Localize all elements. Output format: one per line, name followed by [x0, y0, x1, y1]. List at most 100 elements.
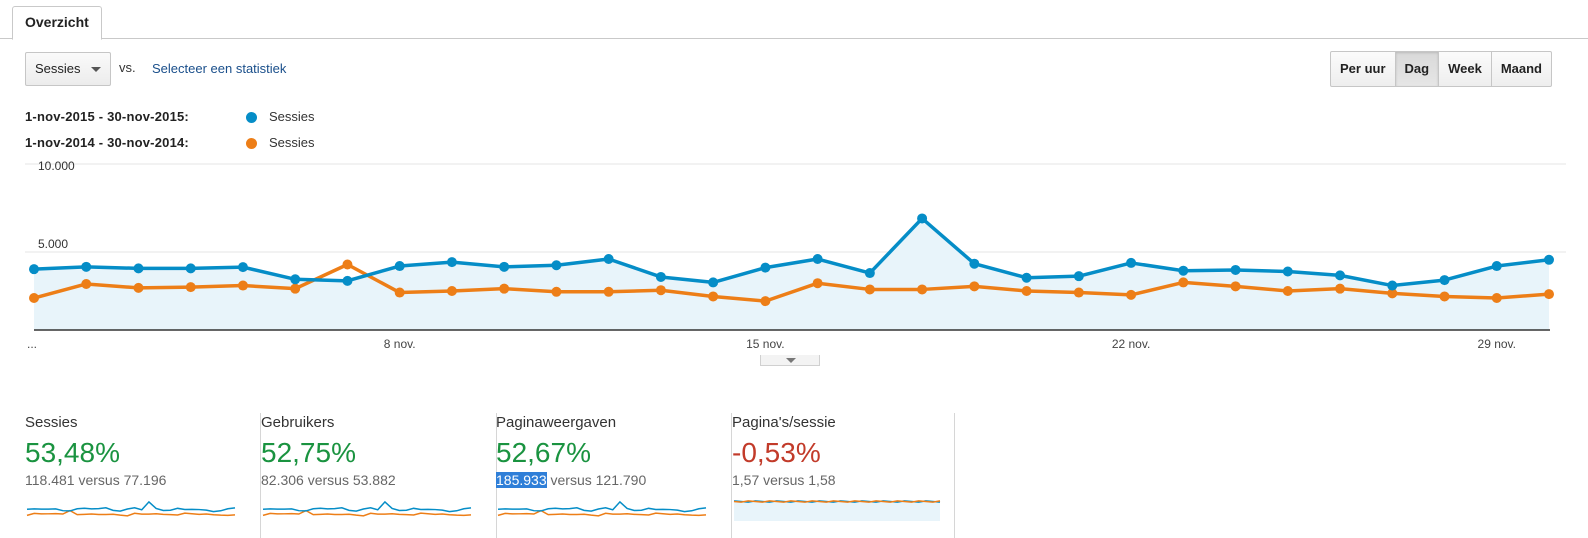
- period-month-button[interactable]: Maand: [1490, 51, 1552, 87]
- data-point-current: [760, 262, 771, 273]
- metric-change: 52,75%: [261, 437, 356, 468]
- data-point-previous: [551, 286, 562, 297]
- sparkline-previous: [733, 500, 941, 503]
- data-point-previous: [29, 293, 39, 304]
- data-point-previous: [1544, 289, 1554, 300]
- tab-bar: Overzicht: [0, 0, 1588, 40]
- data-point-previous: [342, 259, 353, 270]
- series-line-current: [33, 216, 1550, 288]
- data-point-current: [446, 257, 457, 268]
- metric-card-gebruikers: Gebruikers 52,75% 82.306 versus 53.882: [261, 413, 497, 538]
- metric-card-paginaweergaven: Paginaweergaven 52,67% 185.933 versus 12…: [496, 413, 732, 538]
- data-point-current: [237, 262, 248, 273]
- data-point-previous: [1491, 293, 1502, 304]
- data-point-current: [969, 258, 980, 269]
- x-tick-label: 15 nov.: [746, 337, 784, 351]
- data-point-previous: [1439, 291, 1450, 302]
- metric-sparkline: [26, 500, 236, 517]
- data-point-previous: [708, 291, 719, 302]
- data-point-current: [499, 261, 510, 272]
- x-tick-label: ...: [27, 337, 37, 351]
- metric-current: 185.933: [496, 472, 547, 488]
- sparkline-previous: [497, 509, 707, 517]
- data-point-current: [290, 274, 301, 285]
- metric-current: 118.481: [25, 472, 75, 488]
- x-tick-label: 22 nov.: [1112, 337, 1150, 351]
- sparkline-current: [497, 500, 707, 513]
- metric-previous: 1,58: [808, 472, 836, 488]
- metric-sparkline: [497, 500, 707, 517]
- data-point-previous: [1021, 286, 1032, 296]
- data-point-current: [1387, 280, 1398, 291]
- data-point-previous: [603, 286, 614, 297]
- vs-label: vs.: [119, 60, 136, 75]
- metric-sparkline: [262, 500, 472, 517]
- data-point-previous: [237, 280, 248, 291]
- legend-series-previous: Sessies: [269, 135, 315, 150]
- metric-card-sessies: Sessies 53,48% 118.481 versus 77.196: [25, 413, 261, 538]
- metric-select[interactable]: Sessies: [25, 52, 111, 86]
- data-point-previous: [1230, 281, 1241, 292]
- sparkline-previous: [262, 509, 472, 517]
- data-point-current: [81, 261, 92, 272]
- data-point-previous: [1335, 283, 1346, 294]
- legend-range-previous: 1-nov-2014 - 30-nov-2014:: [25, 135, 189, 150]
- data-point-current: [29, 264, 39, 275]
- data-point-previous: [1282, 286, 1293, 296]
- metric-current: 1,57: [732, 472, 760, 488]
- data-point-current: [1544, 254, 1554, 265]
- period-hour-button[interactable]: Per uur: [1330, 51, 1396, 87]
- data-point-current: [812, 254, 823, 265]
- period-day-button[interactable]: Dag: [1394, 51, 1440, 87]
- series-area-current: [34, 218, 1549, 330]
- select-statistic-link[interactable]: Selecteer een statistiek: [152, 61, 287, 76]
- data-point-current: [1126, 257, 1137, 268]
- data-point-previous: [1178, 277, 1189, 288]
- data-point-current: [603, 254, 614, 265]
- sparkline-previous: [26, 509, 236, 517]
- chart-resize-handle[interactable]: [760, 355, 820, 366]
- data-point-current: [1282, 266, 1293, 277]
- data-point-previous: [864, 284, 875, 295]
- data-point-current: [551, 260, 562, 271]
- metric-change: 53,48%: [25, 437, 120, 468]
- data-point-current: [394, 261, 405, 272]
- metric-label: Gebruikers: [261, 414, 335, 431]
- data-point-previous: [81, 278, 92, 289]
- data-point-previous: [1073, 287, 1084, 298]
- legend-dot-current: [246, 112, 257, 123]
- data-point-current: [1178, 265, 1189, 276]
- x-tick-label: 29 nov.: [1478, 337, 1516, 351]
- metric-label: Paginaweergaven: [496, 414, 617, 431]
- metric-versus: versus: [550, 472, 592, 488]
- sparkline-area: [734, 501, 940, 521]
- y-tick-label: 5.000: [38, 237, 68, 251]
- data-point-previous: [655, 285, 666, 296]
- metric-change: 52,67%: [496, 437, 591, 468]
- data-point-previous: [446, 286, 457, 296]
- metric-versus: versus: [78, 472, 120, 488]
- sparkline-current: [26, 500, 236, 513]
- data-point-previous: [760, 296, 771, 307]
- sparkline-current: [262, 500, 472, 513]
- metric-current: 82.306: [261, 472, 304, 488]
- series-line-previous: [33, 262, 1550, 303]
- data-point-previous: [812, 278, 823, 289]
- metric-comparison: 118.481 versus 77.196: [25, 472, 166, 488]
- period-week-button[interactable]: Week: [1438, 51, 1492, 87]
- metric-change: -0,53%: [732, 437, 821, 468]
- legend-dot-previous: [246, 138, 257, 149]
- legend-range-current: 1-nov-2015 - 30-nov-2015:: [25, 109, 189, 124]
- metric-label: Pagina's/sessie: [732, 414, 836, 431]
- metric-previous: 121.790: [595, 472, 647, 488]
- metric-versus: versus: [307, 472, 349, 488]
- data-point-previous: [1126, 289, 1137, 300]
- tab-overzicht[interactable]: Overzicht: [12, 6, 102, 40]
- data-point-current: [864, 268, 875, 279]
- chevron-down-icon: [786, 358, 796, 363]
- sessions-line-chart: 10.000 5.000... 8 nov. 15 nov. 22 nov. 29 nov…: [25, 160, 1566, 351]
- metric-comparison: 82.306 versus 53.882: [261, 472, 396, 488]
- data-point-current: [1073, 271, 1084, 282]
- data-point-previous: [290, 283, 301, 294]
- metric-versus: versus: [763, 472, 805, 488]
